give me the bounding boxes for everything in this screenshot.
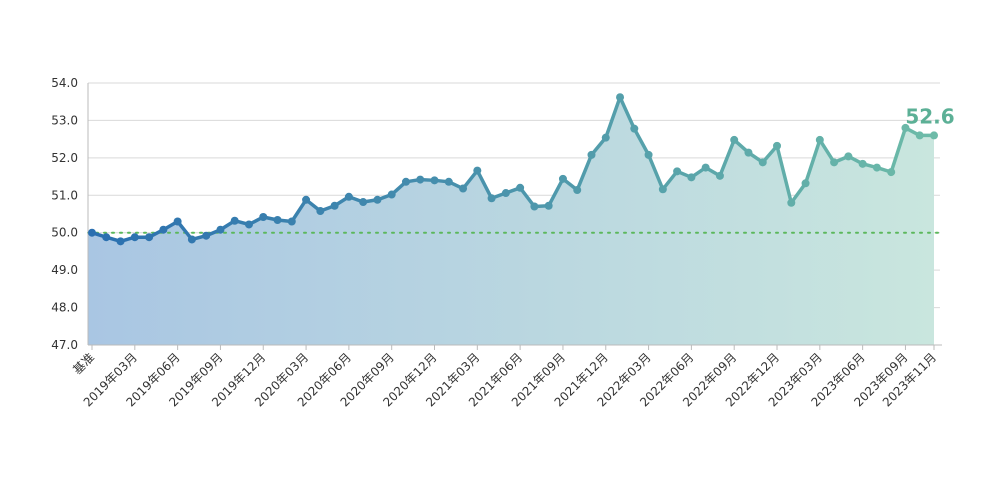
last-value-label: 52.6 [905, 104, 954, 128]
y-tick-label: 53.0 [51, 113, 78, 127]
data-point [216, 225, 225, 234]
data-point [830, 158, 839, 167]
data-point [359, 198, 368, 207]
data-point [630, 124, 639, 133]
data-point [516, 183, 525, 192]
data-point [644, 150, 653, 159]
data-point [159, 225, 168, 234]
data-point [401, 177, 410, 186]
y-axis-tick-labels: 47.0 48.0 49.0 50.0 51.0 52.0 53.0 54.0 [51, 76, 78, 352]
y-tick-label: 47.0 [51, 338, 78, 352]
y-tick-label: 48.0 [51, 301, 78, 315]
data-point [573, 186, 582, 195]
data-point [658, 185, 667, 194]
data-point [601, 133, 610, 142]
area-path [88, 97, 934, 345]
data-point [287, 217, 296, 226]
data-point [302, 195, 311, 204]
data-point [915, 131, 924, 140]
data-point [130, 233, 139, 242]
x-axis-tick-labels: 基准2019年03月2019年06月2019年09月2019年12月2020年0… [70, 350, 939, 409]
series-points [88, 93, 938, 246]
area-fill [88, 97, 934, 345]
data-point [116, 237, 125, 246]
data-point [501, 189, 510, 198]
y-tick-label: 50.0 [51, 226, 78, 240]
data-point [373, 195, 382, 204]
data-point [187, 235, 196, 244]
data-point [387, 190, 396, 199]
x-tick-label: 基准 [70, 350, 97, 377]
data-point [787, 198, 796, 207]
data-point [173, 217, 182, 226]
data-point [758, 158, 767, 167]
data-point [801, 179, 810, 188]
data-point [673, 167, 682, 176]
data-point [416, 175, 425, 184]
data-point [459, 184, 468, 193]
data-point [145, 233, 154, 242]
data-point [687, 173, 696, 182]
data-point [244, 220, 253, 229]
data-point [344, 192, 353, 201]
data-point [587, 150, 596, 159]
data-point [473, 166, 482, 175]
data-point [444, 177, 453, 186]
data-point [872, 163, 881, 172]
data-point [230, 216, 239, 225]
data-point [715, 171, 724, 180]
y-tick-label: 52.0 [51, 151, 78, 165]
data-point [773, 141, 782, 150]
y-tick-label: 54.0 [51, 76, 78, 90]
data-point [901, 123, 910, 132]
data-point [558, 174, 567, 183]
data-point [487, 194, 496, 203]
axes [87, 83, 942, 350]
data-point [316, 207, 325, 216]
data-point [844, 152, 853, 161]
data-point [701, 163, 710, 172]
data-point [530, 202, 539, 211]
data-point [259, 212, 268, 221]
y-tick-label: 51.0 [51, 188, 78, 202]
data-point [930, 131, 938, 140]
data-point [616, 93, 625, 102]
data-point [744, 148, 753, 157]
data-point [202, 231, 211, 240]
data-point [544, 201, 553, 210]
data-point [273, 215, 282, 224]
data-point [330, 201, 339, 210]
data-point [887, 168, 896, 177]
data-point [430, 176, 439, 185]
data-point [858, 159, 867, 168]
data-point [88, 228, 96, 237]
data-point [815, 135, 824, 144]
data-point [102, 233, 111, 242]
y-tick-label: 49.0 [51, 263, 78, 277]
data-point [730, 135, 739, 144]
